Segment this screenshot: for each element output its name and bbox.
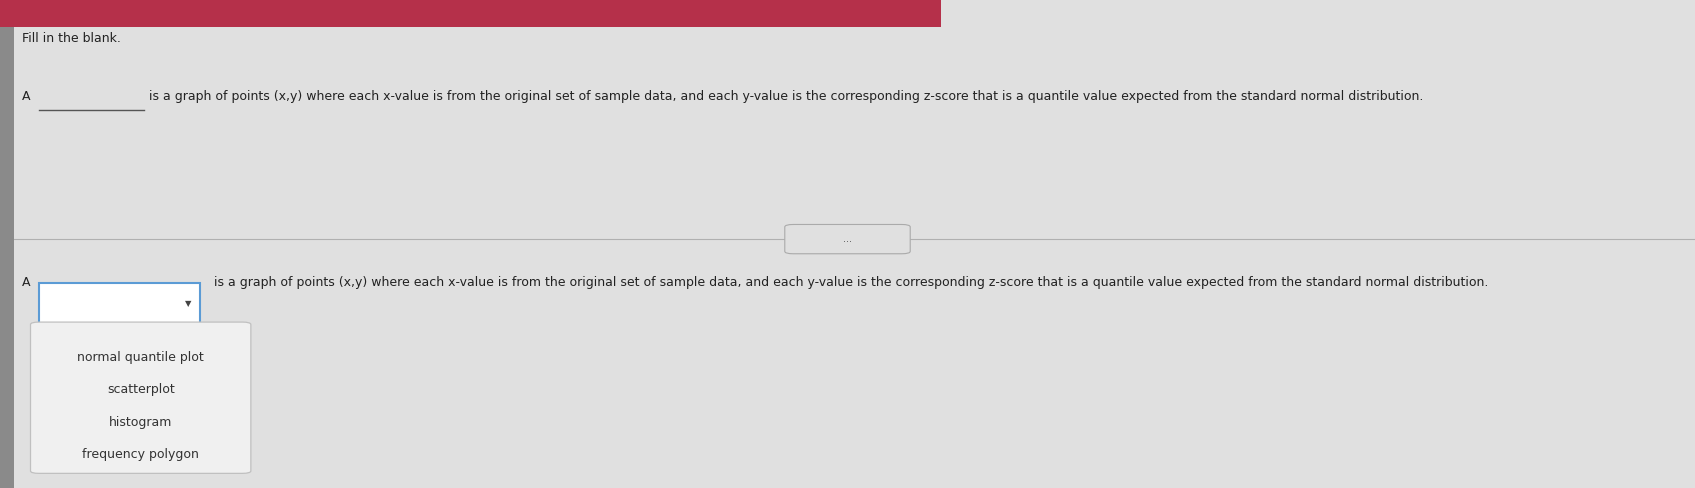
Text: A: A — [22, 90, 31, 103]
Text: is a graph of points (x,y) where each x-value is from the original set of sample: is a graph of points (x,y) where each x-… — [149, 90, 1424, 103]
Text: Fill in the blank.: Fill in the blank. — [22, 32, 120, 45]
FancyBboxPatch shape — [785, 224, 910, 254]
Text: scatterplot: scatterplot — [107, 383, 175, 396]
Text: frequency polygon: frequency polygon — [83, 448, 198, 461]
Bar — [0, 0, 941, 27]
Text: normal quantile plot: normal quantile plot — [78, 350, 203, 364]
Bar — [0, 27, 14, 488]
FancyBboxPatch shape — [31, 322, 251, 473]
Text: ☝: ☝ — [83, 334, 92, 348]
Text: ...: ... — [842, 234, 853, 244]
Text: ▼: ▼ — [185, 299, 192, 308]
Text: is a graph of points (x,y) where each x-value is from the original set of sample: is a graph of points (x,y) where each x-… — [214, 276, 1488, 289]
Bar — [39, 283, 200, 325]
Text: A: A — [22, 276, 31, 289]
Text: histogram: histogram — [108, 416, 173, 428]
